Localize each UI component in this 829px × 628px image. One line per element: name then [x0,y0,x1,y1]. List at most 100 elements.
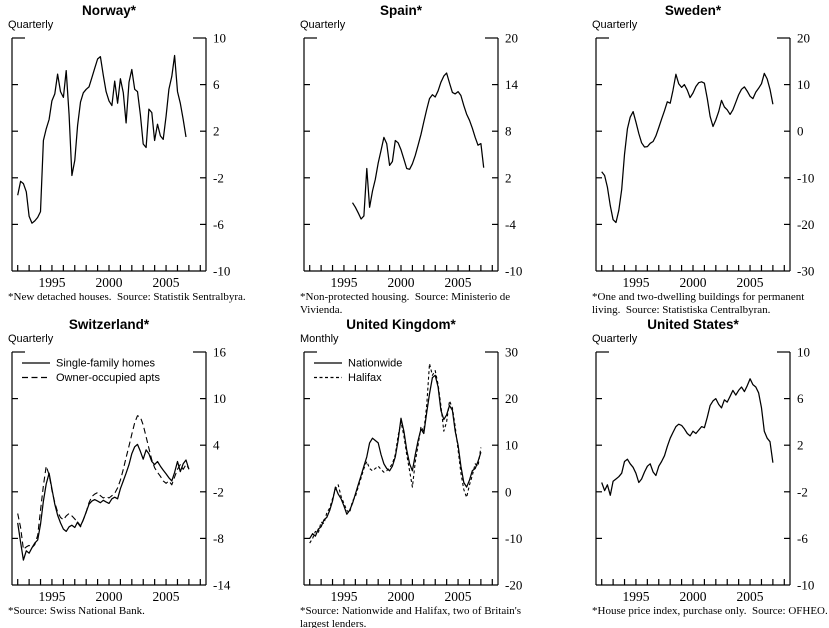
x-tick-label: 2005 [153,589,180,604]
y-tick-label: -10 [505,264,522,279]
series-line-0 [17,443,190,561]
chart-footnote: *Source: Swiss National Bank. [8,605,145,617]
y-tick-label: 2 [797,438,804,453]
chart-plot-norway: 10 6 2 -2 -6 -10 1995 2000 2005 [0,32,292,290]
series-line-1 [17,415,190,550]
y-tick-label: 16 [213,346,227,360]
chart-panel-spain: Spain* Quarterly 20 14 8 2 -4 -10 1995 2000 2005… [292,0,584,316]
x-tick-label: 1995 [38,275,65,290]
frequency-label: Quarterly [300,19,346,31]
y-tick-label: 10 [797,77,810,92]
y-tick-label: -2 [797,484,808,499]
y-tick-label: -14 [213,578,231,593]
x-tick-label: 2000 [680,589,707,604]
series-line-0 [601,378,774,496]
x-tick-label: 1995 [622,589,649,604]
x-tick-label: 1995 [330,275,357,290]
series-line-0 [601,72,774,224]
x-tick-label: 2000 [96,275,123,290]
chart-panel-sweden: Sweden* Quarterly 20 10 0 -10 -20 -30 1995 2000… [584,0,829,316]
x-tick-label: 2005 [153,275,180,290]
y-tick-label: -6 [213,217,224,232]
y-tick-label: -8 [213,531,224,546]
y-tick-label: -6 [797,531,808,546]
x-tick-label: 1995 [330,589,357,604]
x-tick-label: 2005 [737,275,764,290]
line-chart-switzerland: 16 10 4 -2 -8 -14 1995 2000 2005 Single-family ho… [11,346,231,604]
x-tick-label: 2000 [680,275,707,290]
chart-footnote: *House price index, purchase only. Sourc… [592,605,828,617]
frequency-label: Quarterly [8,333,54,345]
frequency-label: Quarterly [592,19,638,31]
x-tick-label: 2005 [445,275,472,290]
y-tick-label: -10 [505,531,522,546]
x-tick-label: 2000 [388,275,415,290]
line-chart-spain: 20 14 8 2 -4 -10 1995 2000 2005 [303,32,522,290]
y-tick-label: -10 [213,264,230,279]
chart-panel-united-states: United States* Quarterly 10 6 2 -2 -6 -10 1995… [584,314,829,628]
frequency-label: Monthly [300,333,339,345]
chart-plot-sweden: 20 10 0 -10 -20 -30 1995 2000 2005 [584,32,829,290]
x-tick-label: 2000 [388,589,415,604]
y-tick-label: 6 [213,77,220,92]
chart-title-switzerland: Switzerland* [68,317,150,332]
chart-plot-switzerland: 16 10 4 -2 -8 -14 1995 2000 2005 Single-family ho… [0,346,292,604]
y-tick-label: 20 [797,32,810,46]
line-chart-norway: 10 6 2 -2 -6 -10 1995 2000 2005 [11,32,230,290]
y-tick-label: 4 [213,438,220,453]
y-tick-label: 20 [505,391,518,406]
chart-title-norway: Norway* [81,3,137,18]
y-tick-label: -20 [797,217,814,232]
x-tick-label: 1995 [622,275,649,290]
chart-panel-united-kingdom: United Kingdom* Monthly 30 20 10 0 -10 -20 199… [292,314,584,628]
chart-footnote: *Source: Nationwide and Halifax, two of … [300,605,522,628]
y-tick-label: -20 [505,578,522,593]
series-line-0 [17,54,187,224]
x-tick-label: 1995 [38,589,65,604]
chart-plot-spain: 20 14 8 2 -4 -10 1995 2000 2005 [292,32,584,290]
frequency-label: Quarterly [592,333,638,345]
y-tick-label: -10 [797,170,814,185]
legend-label: Owner-occupied apts [56,372,160,384]
series-line-0 [351,72,485,220]
line-chart-united-states: 10 6 2 -2 -6 -10 1995 2000 2005 [595,346,814,604]
line-chart-sweden: 20 10 0 -10 -20 -30 1995 2000 2005 [595,32,814,290]
chart-plot-united-states: 10 6 2 -2 -6 -10 1995 2000 2005 [584,346,829,604]
chart-footnote: *New detached houses. Source: Statistik … [8,291,246,303]
series-line-0 [309,374,482,539]
legend-label: Single-family homes [56,358,156,370]
y-tick-label: 2 [505,170,512,185]
chart-panel-norway: Norway* Quarterly 10 6 2 -2 -6 -10 1995 2000 200… [0,0,292,314]
line-chart-united-kingdom: 30 20 10 0 -10 -20 1995 2000 2005 Nationwide Halif… [303,346,522,604]
y-tick-label: 10 [797,346,810,360]
chart-panel-switzerland: Switzerland* Quarterly 16 10 4 -2 -8 -14 1995 2… [0,314,292,628]
y-tick-label: -30 [797,264,814,279]
frequency-label: Quarterly [8,19,54,31]
chart-plot-united-kingdom: 30 20 10 0 -10 -20 1995 2000 2005 Nationwide Halif… [292,346,584,604]
x-tick-label: 2005 [445,589,472,604]
y-tick-label: 6 [797,391,804,406]
x-tick-label: 2000 [96,589,123,604]
y-tick-label: 20 [505,32,518,46]
y-tick-label: 14 [505,77,519,92]
y-tick-label: 30 [505,346,518,360]
series-line-1 [309,363,482,544]
y-tick-label: -2 [213,170,224,185]
chart-title-united-states: United States* [647,317,739,332]
chart-footnote: *One and two-dwelling buildings for perm… [592,291,805,316]
legend-label: Halifax [348,372,382,384]
y-tick-label: -10 [797,578,814,593]
y-tick-label: 0 [797,124,804,139]
chart-title-united-kingdom: United Kingdom* [346,317,456,332]
chart-footnote: *Non-protected housing. Source: Minister… [300,291,511,316]
chart-title-sweden: Sweden* [664,3,722,18]
y-tick-label: -2 [213,484,224,499]
y-tick-label: 10 [213,391,226,406]
chart-title-spain: Spain* [379,3,422,18]
y-tick-label: -4 [505,217,516,232]
x-tick-label: 2005 [737,589,764,604]
y-tick-label: 8 [505,124,512,139]
legend-label: Nationwide [348,358,402,370]
